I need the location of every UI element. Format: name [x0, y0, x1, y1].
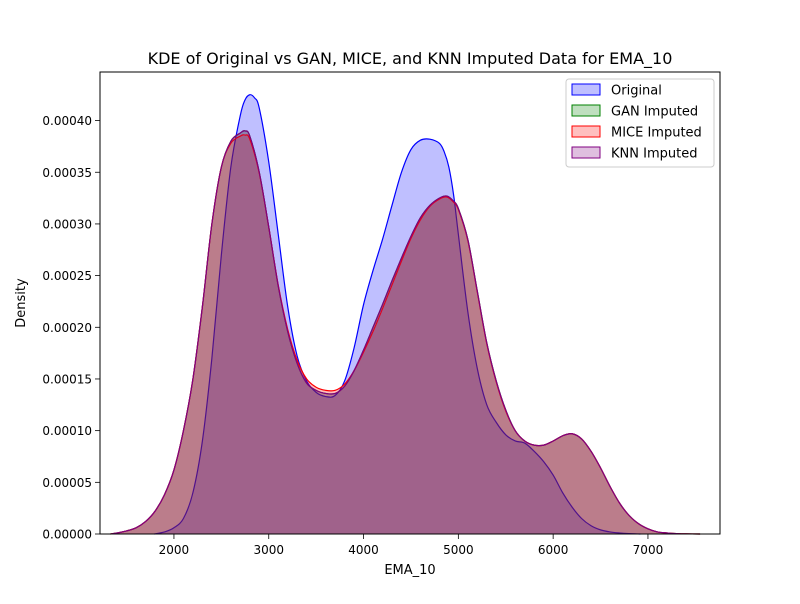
series-area-gan-imputed: [110, 130, 701, 534]
y-tick-label: 0.00010: [42, 424, 92, 438]
x-axis-label: EMA_10: [384, 563, 435, 578]
legend-swatch-gan-imputed: [571, 104, 601, 117]
series-line-knn-imputed: [110, 130, 701, 535]
y-tick-label: 0.00035: [42, 166, 92, 180]
legend-swatch-knn-imputed: [571, 146, 601, 159]
x-tick-label: 7000: [633, 543, 664, 557]
y-tick-label: 0.00020: [42, 321, 92, 335]
x-axis: 2000 3000 4000 5000 6000 7000: [159, 534, 664, 557]
legend: Original GAN Imputed MICE Imputed KNN Imput…: [565, 78, 715, 168]
y-axis: 0.00000 0.00005 0.00010 0.00015 0.00020 0.000…: [42, 114, 100, 542]
y-tick-label: 0.00015: [42, 372, 92, 386]
series-area-mice-imputed: [110, 134, 701, 535]
y-tick-label: 0.00025: [42, 269, 92, 283]
series-area-original: [154, 94, 641, 535]
legend-swatch-mice-imputed: [571, 125, 601, 138]
x-tick-label: 6000: [538, 543, 569, 557]
series-area-knn-imputed: [110, 130, 701, 534]
legend-label-gan-imputed: GAN Imputed: [611, 105, 698, 120]
chart-title: KDE of Original vs GAN, MICE, and KNN Im…: [148, 49, 673, 69]
legend-label-knn-imputed: KNN Imputed: [611, 147, 697, 162]
x-tick-label: 2000: [159, 543, 190, 557]
series-layer: [110, 94, 701, 535]
y-axis-label: Density: [14, 278, 29, 328]
x-tick-label: 3000: [253, 543, 284, 557]
legend-label-mice-imputed: MICE Imputed: [611, 126, 702, 141]
legend-label-original: Original: [611, 84, 662, 99]
x-tick-label: 4000: [348, 543, 379, 557]
legend-swatch-original: [571, 83, 601, 96]
y-tick-label: 0.00040: [42, 114, 92, 128]
y-tick-label: 0.00005: [42, 476, 92, 490]
y-tick-label: 0.00000: [42, 528, 92, 542]
x-tick-label: 5000: [443, 543, 474, 557]
y-tick-label: 0.00030: [42, 217, 92, 231]
legend-box: [565, 78, 715, 168]
plot-frame: [99, 71, 721, 535]
series-line-original: [153, 94, 641, 535]
